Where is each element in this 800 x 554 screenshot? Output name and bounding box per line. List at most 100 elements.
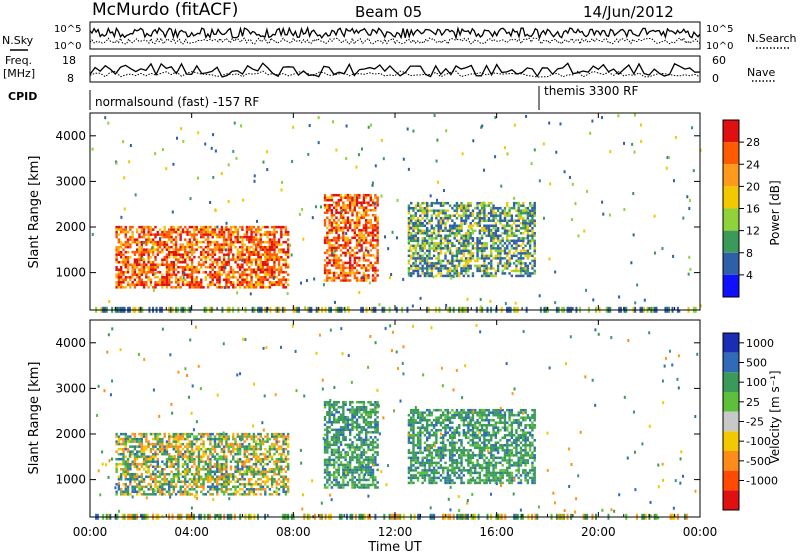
heatmap-cell [667,155,670,159]
heatmap-cell [234,260,237,264]
heatmap-cell [474,216,477,220]
heatmap-cell [435,214,438,217]
heatmap-cell [142,228,146,231]
heatmap-cell [344,236,347,240]
heatmap-cell [117,253,121,256]
heatmap-cell [451,229,454,233]
heatmap-cell [513,196,516,200]
heatmap-cell [124,440,127,443]
heatmap-cell [197,455,201,458]
heatmap-cell [206,233,210,236]
heatmap-cell [376,274,379,277]
heatmap-cell [124,225,127,229]
heatmap-cell [360,236,363,240]
heatmap-cell [158,488,162,491]
heatmap-cell [268,230,272,234]
heatmap-cell [245,255,249,259]
heatmap-cell [517,206,520,210]
heatmap-cell [188,265,192,269]
heatmap-cell [245,472,249,476]
heatmap-cell [213,233,217,236]
heatmap-cell [197,281,201,284]
heatmap-cell [216,240,219,244]
heatmap-cell [184,250,187,254]
heatmap-cell [195,483,198,486]
heatmap-cell [448,267,452,270]
heatmap-cell [286,255,290,259]
heatmap-cell [444,209,447,212]
heatmap-cell [388,276,391,280]
heatmap-cell [326,196,329,199]
heatmap-cell [451,257,454,260]
heatmap-cell [245,263,249,266]
heatmap-cell [245,250,249,254]
heatmap-cell [467,257,470,260]
heatmap-cell [161,148,164,152]
heatmap-cell [248,235,251,239]
heatmap-cell [190,447,194,451]
heatmap-cell [165,255,169,259]
heatmap-cell [351,408,354,411]
heatmap-cell [170,485,173,489]
heatmap-cell [699,148,702,152]
heatmap-cell [156,470,159,473]
heatmap-cell [346,408,350,411]
heatmap-cell [122,248,125,251]
heatmap-cell [119,442,123,446]
heatmap-cell [238,467,242,471]
heatmap-cell [273,248,276,251]
heatmap-cell [172,250,176,254]
heatmap-cell [326,421,329,424]
heatmap-cell [149,493,153,496]
heatmap-cell [149,238,153,241]
heatmap-cell [548,121,551,125]
heatmap-cell [225,283,228,287]
heatmap-cell [423,274,427,278]
heatmap-cell [483,211,486,215]
heatmap-cell [519,257,523,260]
heatmap-cell [512,201,516,205]
heatmap-cell [478,224,482,228]
heatmap-cell [522,269,525,273]
heatmap-cell [156,437,159,441]
heatmap-cell [416,201,420,205]
heatmap-cell [195,478,198,481]
heatmap-cell [145,250,148,254]
heatmap-cell [197,452,201,456]
heatmap-cell [179,435,182,438]
heatmap-cell [238,483,242,486]
heatmap-cell [435,274,438,278]
heatmap-cell [145,248,148,251]
heatmap-cell [238,240,242,244]
heatmap-cell [326,264,329,267]
heatmap-cell [218,255,221,259]
heatmap-cell [268,283,272,287]
heatmap-cell [115,281,118,284]
heatmap-cell [129,225,132,229]
heatmap-cell [421,242,424,245]
heatmap-cell [252,235,256,239]
heatmap-cell [326,428,329,432]
heatmap-cell [339,463,343,467]
heatmap-cell [174,460,178,463]
heatmap-cell [367,125,370,129]
heatmap-cell [168,440,171,443]
heatmap-cell [464,206,468,210]
heatmap-cell [348,456,352,459]
heatmap-cell [453,259,456,263]
heatmap-cell [490,272,493,275]
heatmap-cell [190,457,194,461]
heatmap-cell [140,273,143,277]
heatmap-cell [346,415,350,419]
heatmap-cell [407,239,411,243]
heatmap-cell [268,273,272,277]
heatmap-cell [527,239,530,243]
heatmap-cell [483,254,486,258]
heatmap-cell [234,490,237,494]
heatmap-cell [141,257,144,261]
heatmap-cell [275,483,278,486]
heatmap-cell [202,250,205,254]
heatmap-cell [259,255,262,259]
heatmap-cell [184,490,187,494]
heatmap-cell [339,254,343,257]
